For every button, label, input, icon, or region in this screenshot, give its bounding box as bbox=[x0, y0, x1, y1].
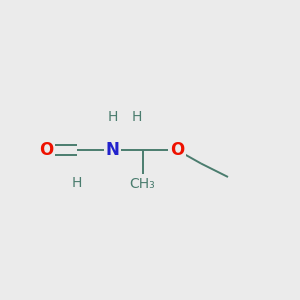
Text: CH₃: CH₃ bbox=[130, 178, 155, 191]
Text: H: H bbox=[131, 110, 142, 124]
Text: O: O bbox=[170, 141, 184, 159]
Text: H: H bbox=[107, 110, 118, 124]
Text: O: O bbox=[39, 141, 54, 159]
Text: H: H bbox=[71, 176, 82, 190]
Text: N: N bbox=[106, 141, 119, 159]
